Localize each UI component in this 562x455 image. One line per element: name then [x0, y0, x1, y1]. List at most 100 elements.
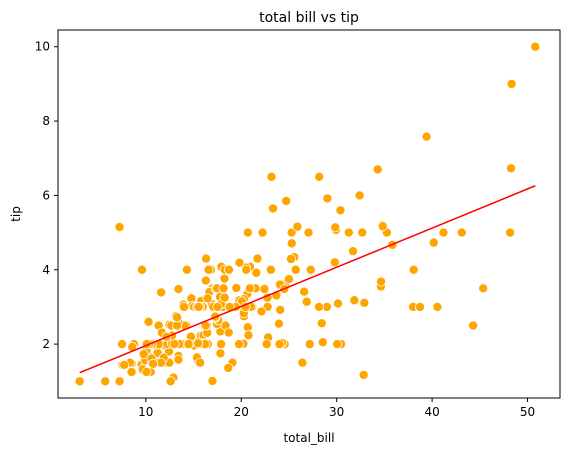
data-point	[219, 273, 230, 284]
data-point	[242, 227, 253, 238]
data-point	[266, 171, 277, 182]
data-point	[505, 227, 516, 238]
data-point	[358, 369, 369, 380]
plot-area	[57, 29, 561, 399]
data-point	[330, 222, 341, 233]
data-point	[506, 78, 517, 89]
data-point	[148, 358, 159, 369]
data-point	[216, 339, 227, 350]
plot-background	[58, 30, 560, 398]
data-point	[357, 227, 368, 238]
data-point	[301, 296, 312, 307]
x-axis-label: total_bill	[283, 431, 334, 445]
data-point	[304, 339, 315, 350]
data-point	[377, 221, 388, 232]
regression-line	[79, 185, 536, 374]
data-point	[428, 237, 439, 248]
data-point	[234, 257, 245, 268]
x-tick-label: 30	[329, 405, 344, 419]
data-point	[283, 274, 294, 285]
regression-line-group	[79, 185, 536, 374]
data-point	[156, 287, 167, 298]
data-point	[261, 339, 272, 350]
data-point	[273, 318, 284, 329]
data-point	[292, 221, 303, 232]
data-point	[202, 293, 213, 304]
chart-title: total bill vs tip	[259, 10, 359, 26]
data-point	[219, 292, 230, 303]
data-point	[207, 375, 218, 386]
data-point	[421, 131, 432, 142]
x-tick-label: 10	[138, 405, 153, 419]
data-point	[468, 320, 479, 331]
data-point	[286, 227, 297, 238]
data-point	[274, 339, 285, 350]
data-point	[183, 339, 194, 350]
data-point	[349, 295, 360, 306]
data-point	[223, 362, 234, 373]
data-point	[218, 283, 229, 294]
y-axis-label: tip	[9, 206, 23, 222]
y-tick-label: 6	[42, 188, 50, 202]
data-point	[200, 275, 211, 286]
data-point	[136, 264, 147, 275]
data-point	[316, 318, 327, 329]
y-tick-label: 10	[35, 40, 50, 54]
x-tick-label: 40	[424, 405, 439, 419]
data-point	[223, 264, 234, 275]
data-point	[114, 222, 125, 233]
data-point	[256, 306, 267, 317]
data-point	[265, 264, 276, 275]
data-point	[268, 203, 279, 214]
data-point	[290, 264, 301, 275]
data-point	[251, 267, 262, 278]
data-point	[257, 227, 268, 238]
data-point	[243, 330, 254, 341]
data-point	[223, 327, 234, 338]
y-tick-label: 2	[42, 337, 50, 351]
data-point	[456, 227, 467, 238]
y-axis-ticks: 2 4 6 8 10	[35, 40, 58, 351]
data-point	[285, 253, 296, 264]
data-point	[203, 264, 214, 275]
data-point	[74, 376, 85, 387]
data-point	[259, 284, 270, 295]
data-point	[317, 337, 328, 348]
data-point	[303, 227, 314, 238]
data-point	[178, 301, 189, 312]
data-point	[138, 349, 149, 360]
data-point	[297, 357, 308, 368]
data-point	[414, 301, 425, 312]
data-point	[201, 253, 212, 264]
data-point	[314, 171, 325, 182]
data-point	[354, 190, 365, 201]
data-point	[286, 238, 297, 249]
data-point	[117, 339, 128, 350]
data-point	[141, 366, 152, 377]
x-axis-ticks: 10 20 30 40 50	[138, 398, 535, 419]
data-point	[244, 283, 255, 294]
plot-frame	[57, 29, 561, 399]
data-point	[372, 164, 383, 175]
data-point	[478, 283, 489, 294]
data-point	[195, 357, 206, 368]
data-point	[169, 339, 180, 350]
y-tick-label: 4	[42, 263, 50, 277]
data-point	[181, 264, 192, 275]
data-point	[193, 301, 204, 312]
data-point	[333, 298, 344, 309]
data-point	[231, 282, 242, 293]
data-point	[143, 316, 154, 327]
data-point	[376, 276, 387, 287]
data-point	[332, 339, 343, 350]
data-point	[172, 312, 183, 323]
data-point	[432, 301, 443, 312]
data-point	[408, 264, 419, 275]
data-point	[530, 41, 541, 52]
data-point	[252, 253, 263, 264]
data-point	[299, 286, 310, 297]
data-point	[322, 193, 333, 204]
data-point	[165, 376, 176, 387]
data-point	[359, 297, 370, 308]
data-point	[343, 227, 354, 238]
